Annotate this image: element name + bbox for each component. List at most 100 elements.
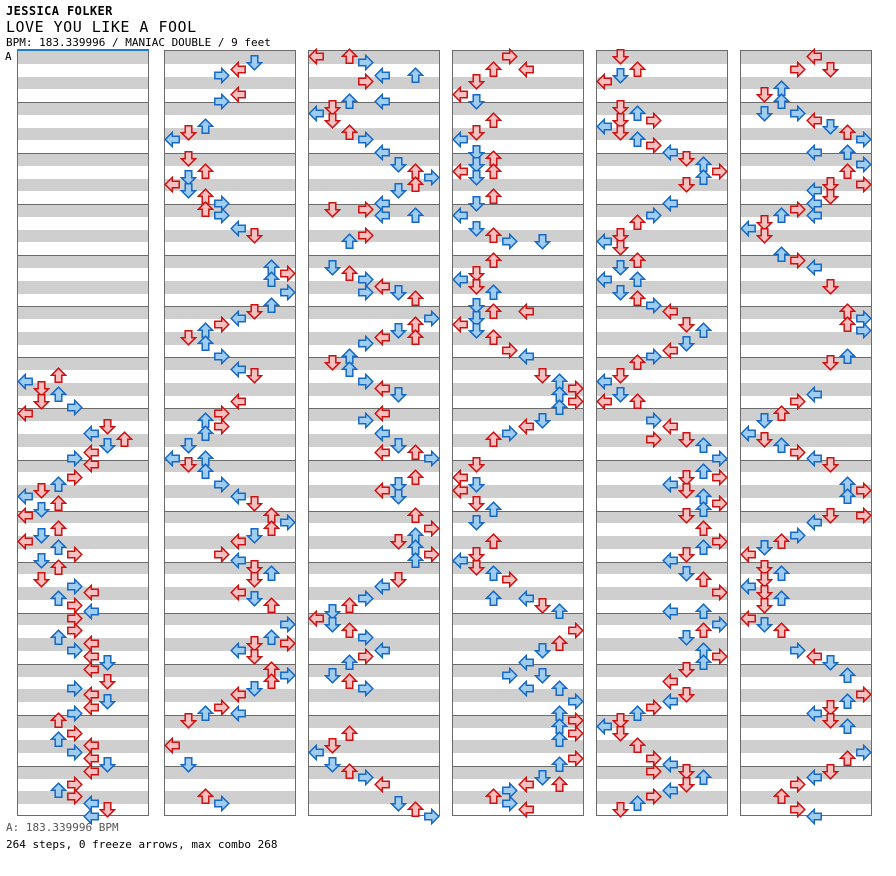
beat-band — [165, 765, 295, 779]
beat-band — [18, 587, 148, 600]
measure-line — [309, 612, 439, 614]
beat-band — [741, 740, 871, 754]
beat-band — [597, 331, 727, 345]
beat-band — [18, 280, 148, 294]
measure-line — [453, 102, 583, 104]
beat-band — [453, 255, 583, 269]
beat-band — [741, 663, 871, 677]
beat-band — [309, 306, 439, 320]
beat-band — [165, 382, 295, 396]
measure-line — [453, 255, 583, 257]
beat-band — [453, 638, 583, 652]
beat-band — [309, 280, 439, 294]
beat-band — [165, 357, 295, 371]
beat-band — [165, 229, 295, 243]
beat-band — [18, 102, 148, 115]
measure-line — [741, 204, 871, 206]
measure-line — [18, 306, 148, 308]
beat-band — [309, 229, 439, 243]
beat-band — [741, 204, 871, 217]
beat-band — [309, 536, 439, 549]
beat-band — [741, 510, 871, 524]
beat-band — [597, 791, 727, 805]
beat-band — [597, 127, 727, 141]
beat-band — [597, 587, 727, 600]
beat-band — [453, 127, 583, 141]
measure-line — [453, 663, 583, 665]
beat-band — [309, 689, 439, 703]
beat-band — [597, 280, 727, 294]
beat-band — [597, 382, 727, 396]
beat-band — [741, 536, 871, 549]
beat-band — [18, 357, 148, 371]
beat-band — [165, 459, 295, 473]
beat-band — [741, 178, 871, 192]
beat-band — [309, 714, 439, 728]
beat-band — [309, 357, 439, 371]
beat-band — [453, 357, 583, 371]
beat-band — [453, 434, 583, 447]
beat-band — [18, 638, 148, 652]
beat-band — [309, 102, 439, 115]
beat-band — [18, 561, 148, 575]
beat-band — [597, 459, 727, 473]
beat-band — [597, 229, 727, 243]
beat-band — [309, 178, 439, 192]
beat-band — [309, 663, 439, 677]
beat-band — [309, 127, 439, 141]
measure-line — [165, 204, 295, 206]
measure-line — [741, 357, 871, 359]
beat-band — [453, 459, 583, 473]
beat-band — [309, 382, 439, 396]
beat-band — [18, 331, 148, 345]
measure-line — [18, 663, 148, 665]
beat-band — [309, 204, 439, 217]
beat-band — [309, 510, 439, 524]
measure-line — [309, 153, 439, 155]
beat-band — [453, 102, 583, 115]
beat-band — [741, 102, 871, 115]
beat-band — [597, 408, 727, 422]
beat-band — [18, 663, 148, 677]
measure-line — [18, 204, 148, 206]
measure-line — [309, 408, 439, 410]
beat-band — [453, 408, 583, 422]
beat-band — [741, 127, 871, 141]
beat-band — [741, 408, 871, 422]
beat-band — [741, 280, 871, 294]
beat-band — [309, 76, 439, 90]
measure-line — [453, 714, 583, 716]
beat-band — [309, 255, 439, 269]
measure-line — [18, 459, 148, 461]
beat-band — [18, 740, 148, 754]
measure-line — [165, 765, 295, 767]
measure-line — [597, 561, 727, 563]
beat-band — [165, 561, 295, 575]
beat-band — [18, 510, 148, 524]
chart-column — [308, 50, 440, 816]
measure-line — [309, 714, 439, 716]
beat-band — [741, 434, 871, 447]
beat-band — [309, 638, 439, 652]
measure-line — [165, 714, 295, 716]
beat-band — [18, 459, 148, 473]
steps-summary: 264 steps, 0 freeze arrows, max combo 26… — [6, 838, 278, 851]
chart-column — [452, 50, 584, 816]
chart-subtitle: BPM: 183.339996 / MANIAC DOUBLE / 9 feet — [6, 36, 271, 49]
beat-band — [18, 229, 148, 243]
measure-line — [18, 408, 148, 410]
beat-band — [165, 740, 295, 754]
beat-band — [165, 255, 295, 269]
beat-band — [597, 612, 727, 626]
measure-line — [453, 408, 583, 410]
chart-column — [596, 50, 728, 816]
beat-band — [309, 408, 439, 422]
beat-band — [453, 765, 583, 779]
beat-band — [597, 306, 727, 320]
beat-band — [165, 153, 295, 166]
beat-band — [309, 331, 439, 345]
beat-band — [309, 765, 439, 779]
measure-line — [453, 204, 583, 206]
measure-line — [597, 102, 727, 104]
measure-line — [597, 357, 727, 359]
